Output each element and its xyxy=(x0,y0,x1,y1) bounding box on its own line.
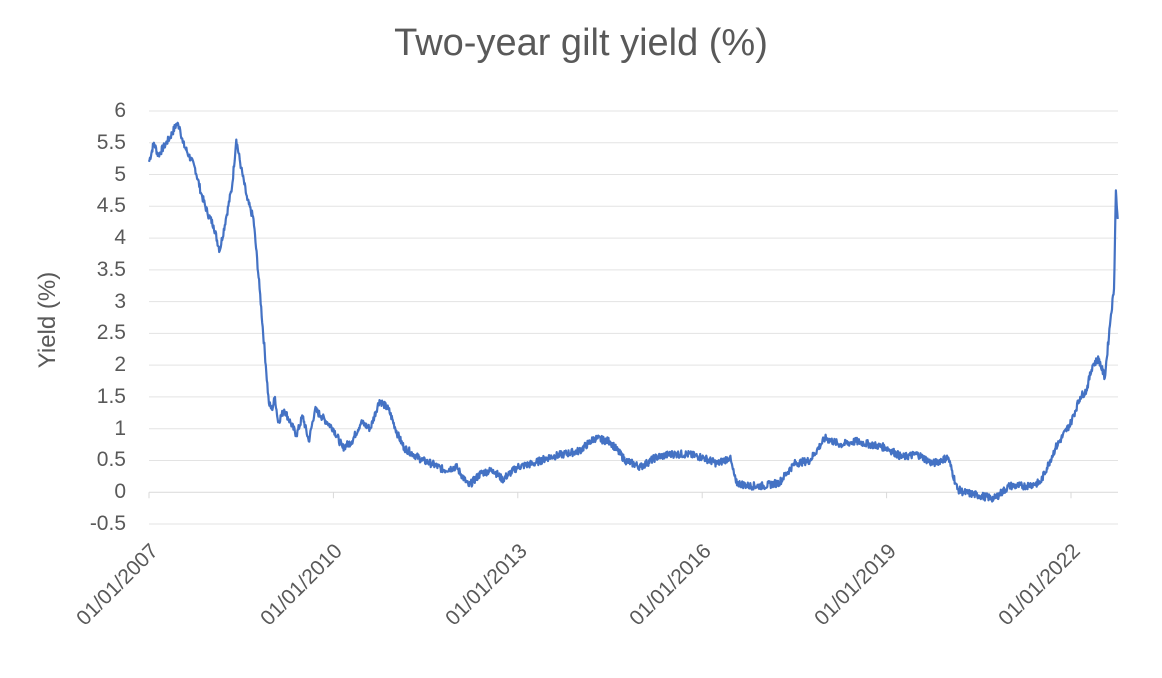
x-axis-ticks xyxy=(148,492,1072,499)
y-tick-label: 2.5 xyxy=(96,321,126,345)
chart-title: Two-year gilt yield (%) xyxy=(394,22,768,64)
y-tick-label: 5.5 xyxy=(96,130,126,154)
gridlines xyxy=(149,110,1118,525)
y-tick-label: 0 xyxy=(114,480,126,504)
y-tick-label: 3.5 xyxy=(96,257,126,281)
y-tick-label: 4.5 xyxy=(96,194,126,218)
y-tick-label: 6 xyxy=(114,99,126,122)
y-tick-label: 3 xyxy=(114,289,126,313)
y-tick-label: 1.5 xyxy=(96,384,126,408)
y-tick-label: 0.5 xyxy=(96,448,126,472)
y-tick-label: 5 xyxy=(114,162,126,186)
y-tick-label: 2 xyxy=(114,353,126,377)
y-tick-label: 4 xyxy=(114,226,126,250)
y-tick-label: -0.5 xyxy=(89,512,126,535)
y-tick-label: 1 xyxy=(114,416,126,440)
yield-line xyxy=(147,121,1119,503)
